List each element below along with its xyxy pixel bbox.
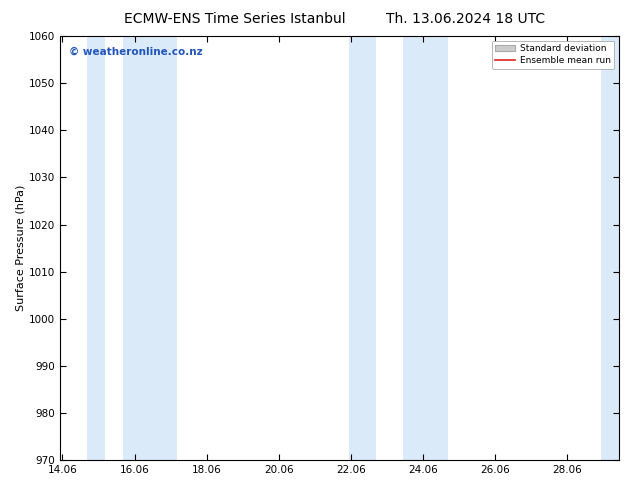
Legend: Standard deviation, Ensemble mean run: Standard deviation, Ensemble mean run [492, 41, 614, 69]
Bar [87, 36, 105, 460]
Text: ECMW-ENS Time Series Istanbul: ECMW-ENS Time Series Istanbul [124, 12, 346, 26]
Bar [403, 36, 448, 460]
Text: © weatheronline.co.nz: © weatheronline.co.nz [68, 47, 202, 57]
Text: Th. 13.06.2024 18 UTC: Th. 13.06.2024 18 UTC [387, 12, 545, 26]
Bar [601, 36, 619, 460]
Bar [124, 36, 178, 460]
Y-axis label: Surface Pressure (hPa): Surface Pressure (hPa) [15, 185, 25, 311]
Bar [349, 36, 376, 460]
